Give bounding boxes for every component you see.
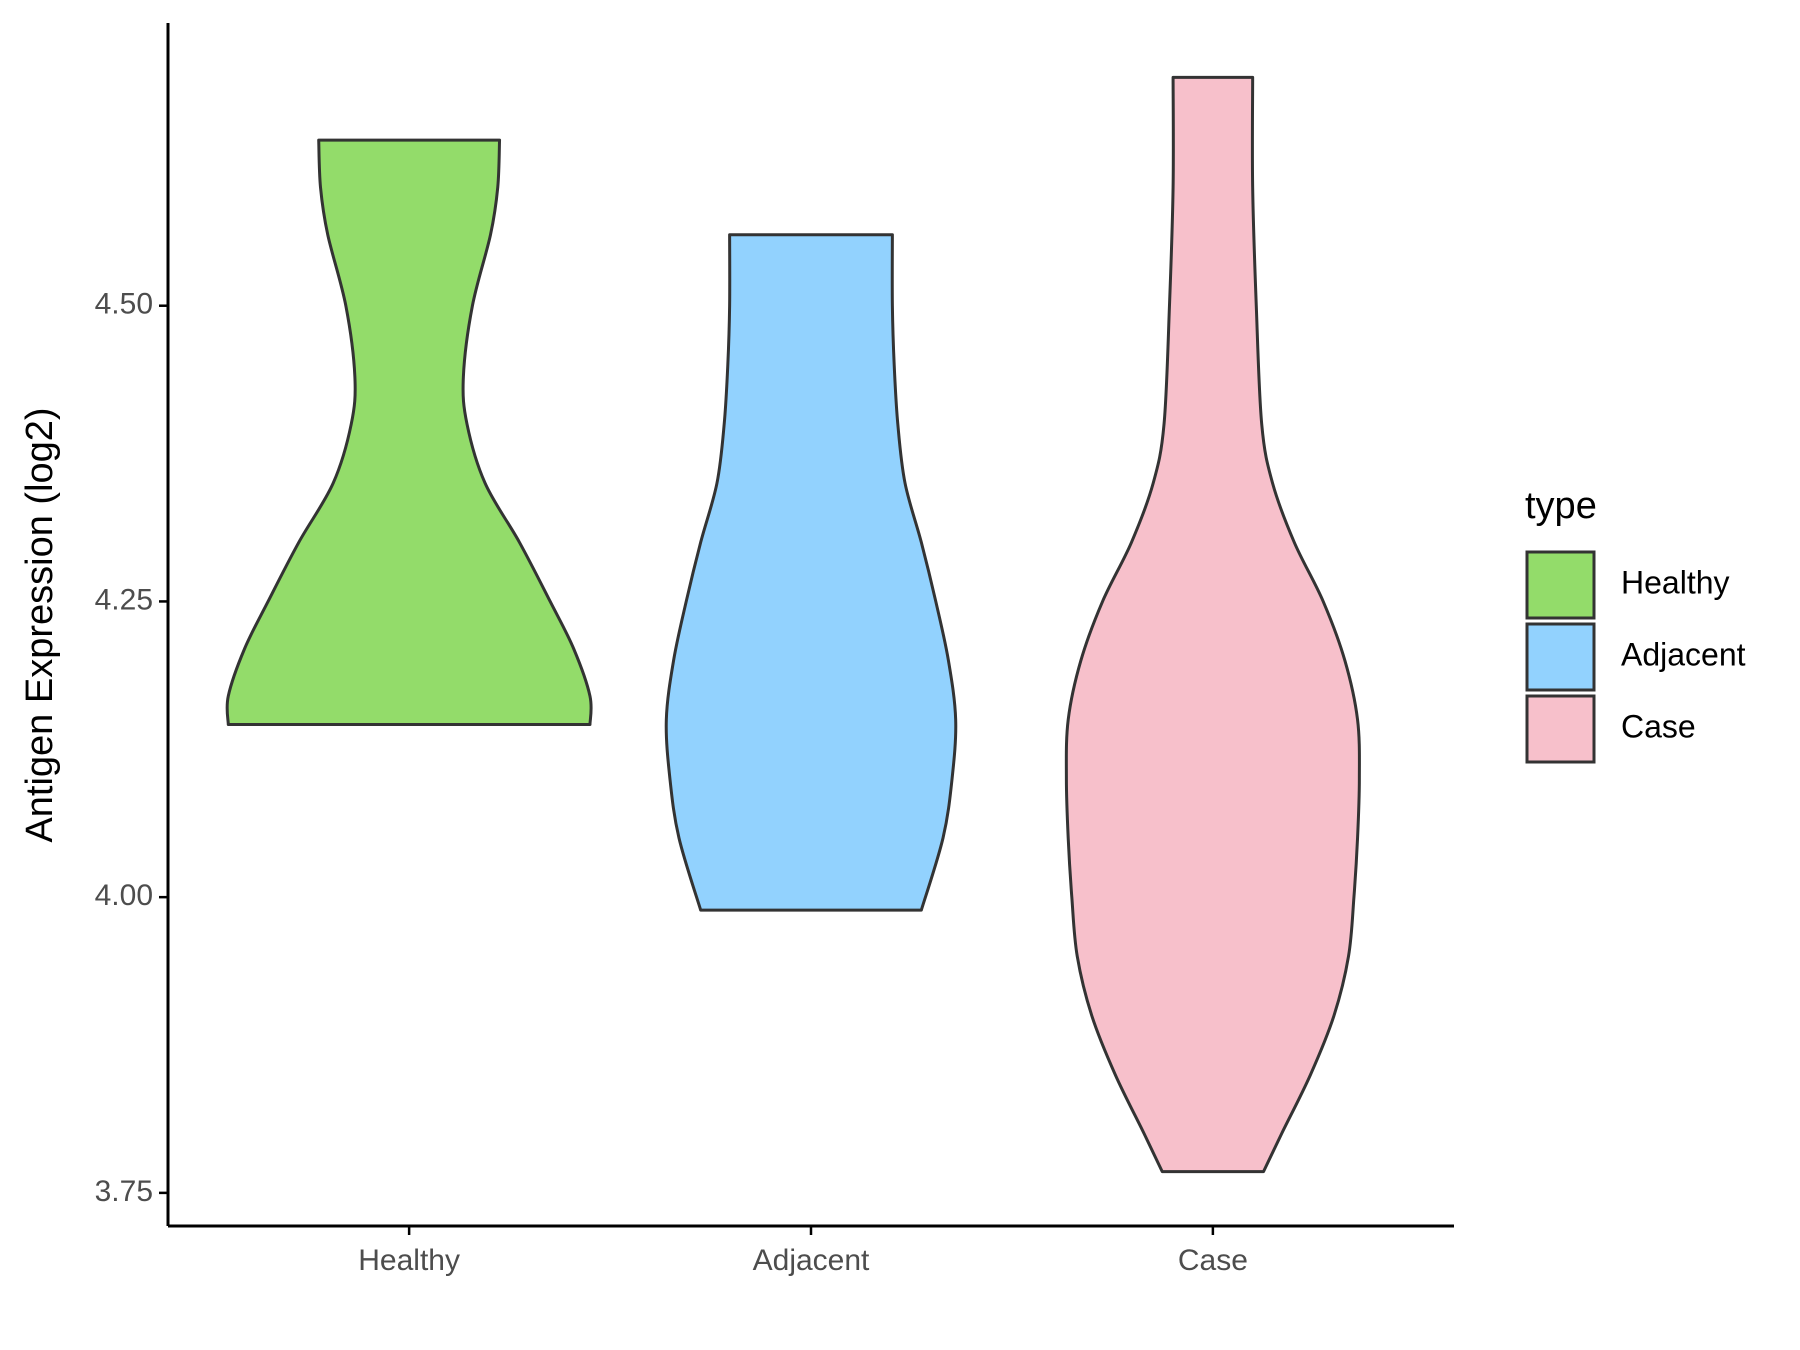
legend-label: Case — [1621, 708, 1696, 744]
y-axis-title: Antigen Expression (log2) — [19, 407, 61, 842]
x-tick-label: Adjacent — [753, 1244, 870, 1277]
x-tick-label: Healthy — [358, 1244, 460, 1277]
legend-key — [1525, 622, 1596, 692]
y-tick-label: 3.75 — [95, 1175, 153, 1208]
y-tick-label: 4.25 — [95, 583, 153, 616]
legend-title: type — [1525, 485, 1597, 527]
legend-label: Healthy — [1621, 564, 1730, 600]
y-tick-label: 4.50 — [95, 288, 153, 321]
x-tick-label: Case — [1178, 1244, 1248, 1277]
violin — [664, 233, 958, 912]
y-tick-label: 4.00 — [95, 879, 153, 912]
legend-key — [1525, 694, 1596, 764]
violin — [1064, 75, 1361, 1174]
legend-key — [1525, 550, 1596, 620]
legend-label: Adjacent — [1621, 636, 1746, 672]
violin — [225, 138, 593, 726]
